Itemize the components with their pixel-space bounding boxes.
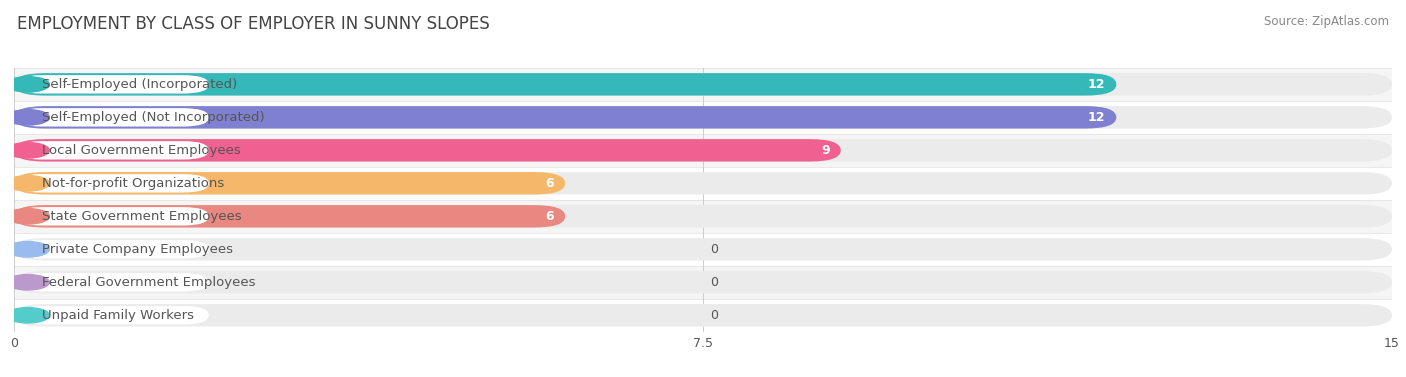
Circle shape <box>6 77 49 92</box>
FancyBboxPatch shape <box>15 75 209 93</box>
FancyBboxPatch shape <box>14 172 565 195</box>
Text: Self-Employed (Incorporated): Self-Employed (Incorporated) <box>42 78 236 91</box>
FancyBboxPatch shape <box>14 73 1392 96</box>
Bar <box>14 299 1392 332</box>
Circle shape <box>6 274 49 290</box>
Text: 12: 12 <box>1088 111 1105 124</box>
Text: 0: 0 <box>710 276 718 289</box>
FancyBboxPatch shape <box>14 139 841 162</box>
FancyBboxPatch shape <box>15 306 209 325</box>
FancyBboxPatch shape <box>15 240 209 259</box>
FancyBboxPatch shape <box>15 108 209 127</box>
Bar <box>14 266 1392 299</box>
Text: 6: 6 <box>546 210 554 223</box>
Text: State Government Employees: State Government Employees <box>42 210 242 223</box>
FancyBboxPatch shape <box>14 238 1392 261</box>
FancyBboxPatch shape <box>15 174 209 193</box>
FancyBboxPatch shape <box>15 273 209 291</box>
Circle shape <box>6 143 49 158</box>
Text: 12: 12 <box>1088 78 1105 91</box>
Circle shape <box>6 176 49 191</box>
Text: 9: 9 <box>821 144 830 157</box>
Circle shape <box>6 308 49 323</box>
FancyBboxPatch shape <box>14 73 1116 96</box>
Text: Self-Employed (Not Incorporated): Self-Employed (Not Incorporated) <box>42 111 264 124</box>
Text: 0: 0 <box>710 243 718 256</box>
Bar <box>14 167 1392 200</box>
FancyBboxPatch shape <box>15 207 209 225</box>
Text: 0: 0 <box>710 309 718 322</box>
Text: 6: 6 <box>546 177 554 190</box>
Text: Federal Government Employees: Federal Government Employees <box>42 276 254 289</box>
Circle shape <box>6 110 49 125</box>
Circle shape <box>6 242 49 257</box>
Bar <box>14 200 1392 233</box>
FancyBboxPatch shape <box>14 205 1392 228</box>
FancyBboxPatch shape <box>14 139 1392 162</box>
Text: Local Government Employees: Local Government Employees <box>42 144 240 157</box>
Text: EMPLOYMENT BY CLASS OF EMPLOYER IN SUNNY SLOPES: EMPLOYMENT BY CLASS OF EMPLOYER IN SUNNY… <box>17 15 489 33</box>
Text: Private Company Employees: Private Company Employees <box>42 243 232 256</box>
FancyBboxPatch shape <box>14 304 1392 326</box>
Bar <box>14 233 1392 266</box>
Text: Source: ZipAtlas.com: Source: ZipAtlas.com <box>1264 15 1389 28</box>
Text: Unpaid Family Workers: Unpaid Family Workers <box>42 309 194 322</box>
Circle shape <box>6 208 49 224</box>
Text: Not-for-profit Organizations: Not-for-profit Organizations <box>42 177 224 190</box>
FancyBboxPatch shape <box>14 106 1116 129</box>
Bar <box>14 101 1392 134</box>
FancyBboxPatch shape <box>14 106 1392 129</box>
FancyBboxPatch shape <box>15 141 209 159</box>
FancyBboxPatch shape <box>14 271 1392 294</box>
Bar <box>14 134 1392 167</box>
Bar <box>14 68 1392 101</box>
FancyBboxPatch shape <box>14 205 565 228</box>
FancyBboxPatch shape <box>14 172 1392 195</box>
